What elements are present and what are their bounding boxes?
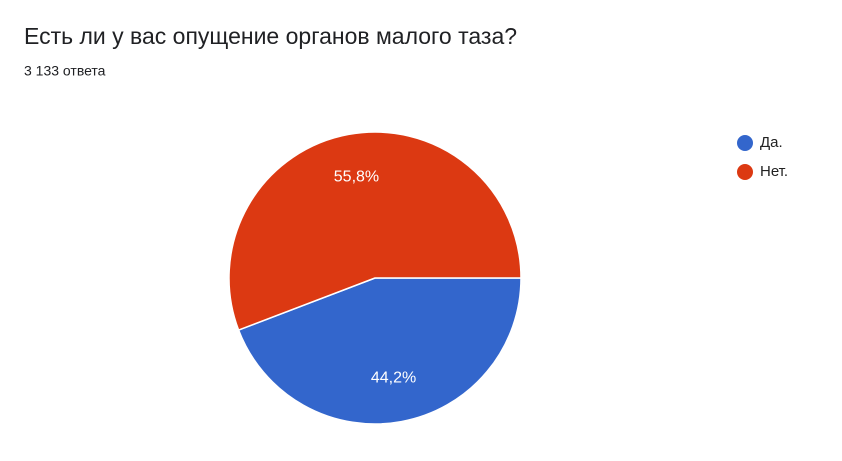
legend-label: Нет. (760, 163, 788, 180)
legend-label: Да. (760, 134, 783, 151)
pie-slice (228, 131, 522, 332)
chart-title: Есть ли у вас опущение органов малого та… (24, 23, 517, 49)
pie-slice (237, 277, 522, 425)
slice-label: 44,2% (371, 370, 416, 387)
legend-swatch (737, 135, 753, 151)
chart-subtitle: 3 133 ответа (24, 63, 106, 79)
legend-swatch (737, 164, 753, 180)
slice-label: 55,8% (334, 169, 379, 186)
